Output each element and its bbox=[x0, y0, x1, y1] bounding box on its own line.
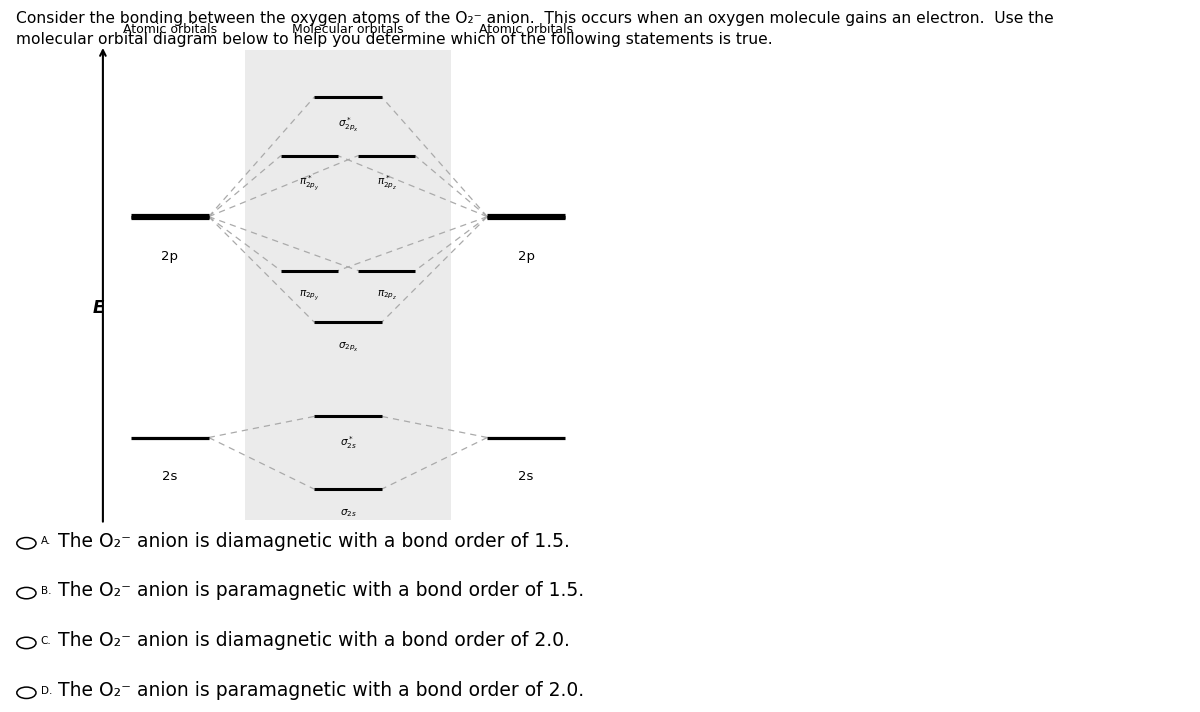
Text: D.: D. bbox=[41, 686, 52, 696]
Text: The O₂⁻ anion is diamagnetic with a bond order of 1.5.: The O₂⁻ anion is diamagnetic with a bond… bbox=[58, 532, 570, 550]
Text: C.: C. bbox=[41, 636, 52, 646]
Text: $\sigma^*_{2p_x}$: $\sigma^*_{2p_x}$ bbox=[337, 115, 359, 132]
Text: $\sigma^*_{2s}$: $\sigma^*_{2s}$ bbox=[340, 434, 356, 451]
Text: The O₂⁻ anion is diamagnetic with a bond order of 2.0.: The O₂⁻ anion is diamagnetic with a bond… bbox=[58, 632, 570, 650]
Text: B.: B. bbox=[41, 586, 52, 596]
Text: The O₂⁻ anion is paramagnetic with a bond order of 1.5.: The O₂⁻ anion is paramagnetic with a bon… bbox=[58, 582, 583, 600]
Text: $\pi_{2p_z}$: $\pi_{2p_z}$ bbox=[377, 288, 397, 301]
Text: Consider the bonding between the oxygen atoms of the O₂⁻ anion.  This occurs whe: Consider the bonding between the oxygen … bbox=[16, 11, 1054, 26]
Bar bbox=[245, 50, 451, 520]
Text: 2p: 2p bbox=[162, 250, 179, 263]
Text: E: E bbox=[92, 299, 104, 318]
Text: $\pi_{2p_y}$: $\pi_{2p_y}$ bbox=[299, 288, 319, 303]
Text: Atomic orbitals: Atomic orbitals bbox=[479, 23, 574, 36]
Text: Atomic orbitals: Atomic orbitals bbox=[122, 23, 217, 36]
Text: $\pi^*_{2p_y}$: $\pi^*_{2p_y}$ bbox=[299, 174, 319, 192]
Text: $\sigma_{2p_x}$: $\sigma_{2p_x}$ bbox=[337, 340, 359, 353]
Text: 2s: 2s bbox=[518, 471, 534, 483]
Text: $\pi^*_{2p_z}$: $\pi^*_{2p_z}$ bbox=[377, 174, 397, 192]
Text: molecular orbital diagram below to help you determine which of the following sta: molecular orbital diagram below to help … bbox=[16, 32, 773, 47]
Text: $\sigma_{2s}$: $\sigma_{2s}$ bbox=[340, 507, 356, 519]
Text: 2p: 2p bbox=[517, 250, 534, 263]
Text: Molecular orbitals: Molecular orbitals bbox=[292, 23, 404, 36]
Text: 2s: 2s bbox=[162, 471, 178, 483]
Text: A.: A. bbox=[41, 536, 52, 546]
Text: The O₂⁻ anion is paramagnetic with a bond order of 2.0.: The O₂⁻ anion is paramagnetic with a bon… bbox=[58, 681, 583, 700]
